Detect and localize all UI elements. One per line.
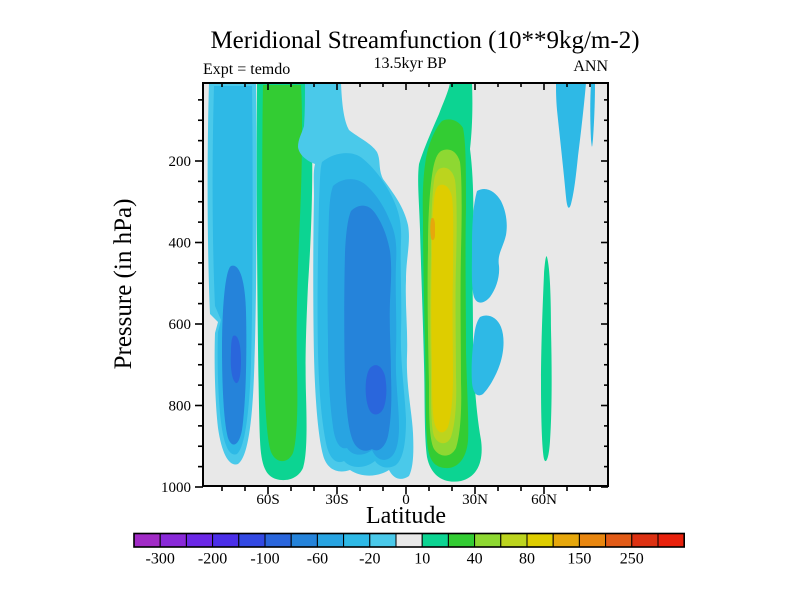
axis-tick-labels: 60S 30S 0 30N 60N 200 400 600 800 1000 bbox=[161, 154, 557, 508]
colorbar-tick-label: -60 bbox=[307, 551, 328, 568]
southern-green-band-core bbox=[262, 85, 303, 462]
colorbar-segment bbox=[290, 533, 318, 548]
contour-field bbox=[207, 83, 595, 482]
northern-cyan-needle bbox=[590, 83, 595, 147]
colorbar-segment bbox=[238, 533, 266, 548]
experiment-label: Expt = temdo bbox=[203, 61, 290, 78]
colorbar-segment bbox=[369, 533, 397, 548]
colorbar-tick-label: 250 bbox=[620, 551, 644, 568]
time-label: 13.5kyr BP bbox=[374, 55, 447, 72]
colorbar-segment bbox=[421, 533, 449, 548]
colorbar-segment bbox=[631, 533, 659, 548]
northern-cyan-wedge bbox=[556, 83, 586, 208]
y-tick-label: 1000 bbox=[161, 480, 191, 496]
x-tick-label: 30S bbox=[325, 492, 348, 508]
northern-green-sliver bbox=[541, 256, 552, 462]
colorbar-border bbox=[133, 532, 686, 548]
colorbar-segment bbox=[447, 533, 476, 548]
colorbar-segment bbox=[395, 533, 423, 548]
colorbar bbox=[133, 532, 686, 548]
colorbar-segment bbox=[159, 533, 187, 548]
colorbar-segment bbox=[526, 533, 554, 548]
colorbar-tick-label: -100 bbox=[250, 551, 279, 568]
colorbar-tick-label: 10 bbox=[414, 551, 430, 568]
colorbar-segment bbox=[316, 533, 345, 548]
northern-cyan-patch-upper bbox=[471, 189, 507, 303]
x-tick-label: 30N bbox=[462, 492, 488, 508]
colorbar-segment bbox=[552, 533, 580, 548]
y-tick-label: 200 bbox=[169, 154, 192, 170]
y-tick-label: 600 bbox=[169, 317, 192, 333]
colorbar-segment bbox=[343, 533, 371, 548]
colorbar-tick-label: 150 bbox=[567, 551, 591, 568]
colorbar-tick-label: -300 bbox=[146, 551, 175, 568]
hadley-positive-cell-max-dash bbox=[430, 217, 435, 241]
x-tick-label: 0 bbox=[402, 492, 410, 508]
colorbar-tick-label: -20 bbox=[359, 551, 380, 568]
colorbar-segment bbox=[578, 533, 607, 548]
x-axis-title: Latitude bbox=[366, 503, 446, 529]
x-tick-label: 60N bbox=[531, 492, 557, 508]
hadley-positive-cell-core bbox=[431, 184, 454, 433]
colorbar-labels: -300 -200 -100 -60 -20 10 40 80 150 250 bbox=[146, 551, 644, 568]
colorbar-segment bbox=[474, 533, 502, 548]
northern-cyan-patch-lower bbox=[471, 315, 504, 396]
colorbar-segment bbox=[605, 533, 633, 548]
axis-ticks bbox=[195, 83, 608, 494]
colorbar-tick-label: -200 bbox=[198, 551, 227, 568]
colorbar-segment bbox=[264, 533, 292, 548]
page-title: Meridional Streamfunction (10**9kg/m-2) bbox=[210, 27, 639, 54]
south-polar-cell-inner-core bbox=[230, 335, 241, 384]
colorbar-tick-label: 40 bbox=[467, 551, 483, 568]
colorbar-segment bbox=[212, 533, 240, 548]
colorbar-segment bbox=[657, 533, 685, 548]
season-label: ANN bbox=[573, 58, 608, 75]
colorbar-segment bbox=[185, 533, 214, 548]
x-tick-label: 60S bbox=[256, 492, 279, 508]
colorbar-segment bbox=[133, 533, 161, 548]
y-tick-label: 800 bbox=[169, 399, 192, 415]
y-axis-title: Pressure (in hPa) bbox=[110, 199, 137, 370]
colorbar-tick-label: 80 bbox=[519, 551, 535, 568]
tropical-negative-cell-core bbox=[365, 365, 387, 415]
tropical-negative-cell-level4 bbox=[344, 205, 392, 451]
colorbar-segment bbox=[500, 533, 528, 548]
y-tick-label: 400 bbox=[169, 236, 192, 252]
